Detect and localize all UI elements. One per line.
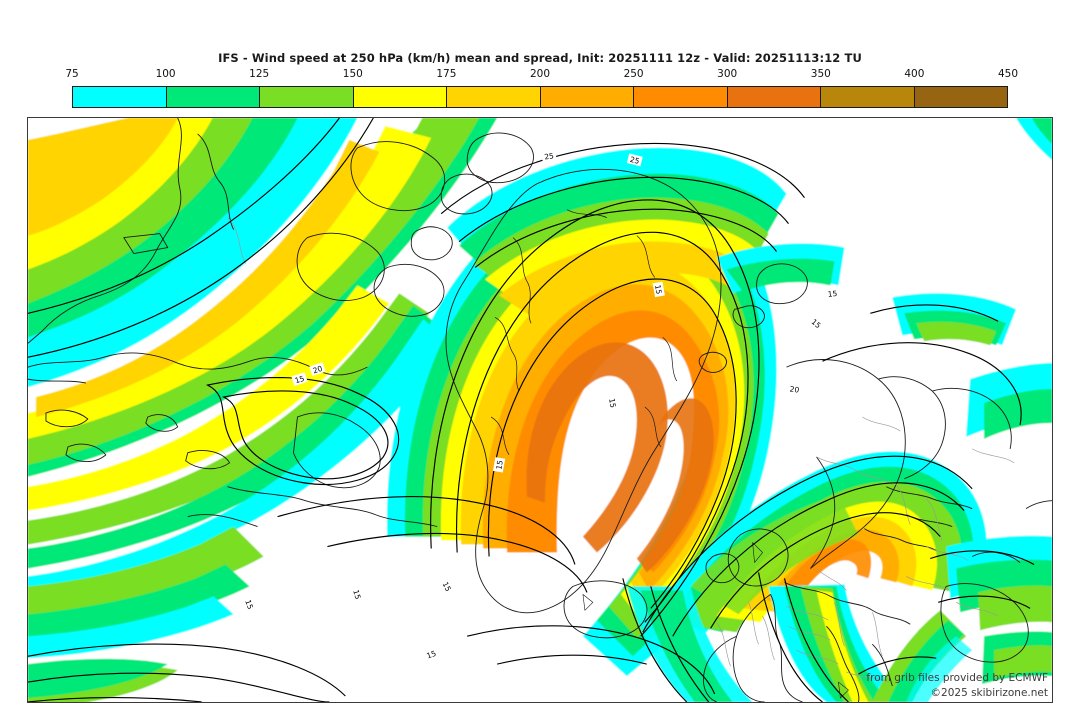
attribution-source: from grib files provided by ECMWF xyxy=(866,672,1048,684)
colorbar-tick-200: 200 xyxy=(529,68,551,80)
svg-text:15: 15 xyxy=(607,398,618,409)
colorbar-segment-75-100 xyxy=(73,87,167,107)
colorbar-segment-150-175 xyxy=(353,87,447,107)
filled-contours xyxy=(28,118,1052,702)
colorbar-segment-100-125 xyxy=(166,87,260,107)
colorbar-segment-300-350 xyxy=(727,87,821,107)
map-canvas: 15 20 25 25 15 15 15 15 xyxy=(28,118,1052,702)
colorbar-tick-150: 150 xyxy=(342,68,363,80)
colorbar-tick-labels: 75 100 125 150 175 200 250 300 350 400 450 xyxy=(65,68,1018,84)
colorbar-gradient xyxy=(72,86,1008,108)
colorbar-segment-125-150 xyxy=(260,87,354,107)
svg-text:15: 15 xyxy=(494,459,505,470)
colorbar-segment-175-200 xyxy=(447,87,541,107)
colorbar-tick-400: 400 xyxy=(904,68,925,80)
colorbar-segment-350-400 xyxy=(821,87,915,107)
weather-map[interactable]: 15 20 25 25 15 15 15 15 xyxy=(27,117,1053,703)
colorbar-tick-75: 75 xyxy=(65,68,79,80)
spread-contours xyxy=(28,118,1035,702)
svg-text:15: 15 xyxy=(243,598,255,610)
coastlines xyxy=(28,118,1052,702)
svg-text:15: 15 xyxy=(351,589,362,601)
colorbar-segment-250-300 xyxy=(634,87,728,107)
svg-text:25: 25 xyxy=(629,155,641,166)
colorbar-tick-350: 350 xyxy=(810,68,831,80)
svg-text:15: 15 xyxy=(294,374,306,386)
svg-text:20: 20 xyxy=(312,364,324,376)
colorbar-segment-400-450 xyxy=(914,87,1007,107)
colorbar-tick-300: 300 xyxy=(717,68,738,80)
colorbar-tick-250: 250 xyxy=(623,68,644,80)
svg-text:15: 15 xyxy=(441,580,453,593)
page-title: IFS - Wind speed at 250 hPa (km/h) mean … xyxy=(218,51,862,65)
colorbar: 75 100 125 150 175 200 250 300 350 400 450 xyxy=(65,68,1018,108)
colorbar-segment-200-250 xyxy=(540,87,634,107)
svg-text:15: 15 xyxy=(827,289,838,299)
colorbar-tick-175: 175 xyxy=(436,68,457,80)
svg-text:15: 15 xyxy=(653,284,664,295)
colorbar-tick-125: 125 xyxy=(249,68,270,80)
svg-text:20: 20 xyxy=(789,384,800,394)
attribution-copyright: ©2025 skibirizone.net xyxy=(930,687,1048,699)
colorbar-tick-450: 450 xyxy=(997,68,1019,80)
svg-text:15: 15 xyxy=(425,649,437,661)
svg-text:25: 25 xyxy=(544,151,555,161)
colorbar-tick-100: 100 xyxy=(155,68,176,80)
contour-labels: 15 20 25 25 15 15 15 15 xyxy=(242,149,840,662)
